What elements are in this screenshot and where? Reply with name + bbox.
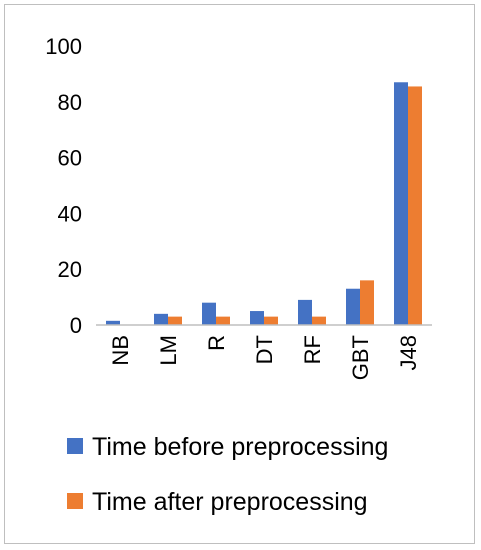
y-tick-label: 60 (58, 146, 82, 171)
x-tick-label: R (204, 335, 229, 351)
bars (106, 82, 422, 326)
bar (394, 82, 408, 326)
legend-label: Time before preprocessing (92, 433, 388, 461)
x-tick-label: LM (156, 335, 181, 366)
x-tick-label: GBT (348, 335, 373, 380)
bar (216, 316, 230, 325)
y-tick-label: 20 (58, 257, 82, 282)
legend-swatch (67, 493, 83, 509)
y-axis-tick-labels: 0 20 40 60 80 100 (45, 34, 82, 338)
legend-label: Time after preprocessing (92, 488, 368, 516)
y-tick-label: 100 (45, 34, 82, 59)
bar (360, 280, 374, 325)
bar (408, 86, 422, 325)
bar (264, 316, 278, 325)
bar (346, 288, 360, 325)
bar (168, 316, 182, 325)
x-tick-label: J48 (396, 335, 421, 370)
bar (298, 299, 312, 325)
legend: Time before preprocessing Time after prep… (67, 433, 388, 516)
y-tick-label: 0 (70, 313, 82, 338)
bar (312, 316, 326, 325)
bar (154, 313, 168, 325)
legend-swatch (67, 438, 83, 454)
bar (202, 302, 216, 325)
bar (250, 311, 264, 325)
bar (106, 320, 120, 325)
x-axis-tick-labels: NB LM R DT RF GBT J48 (108, 335, 421, 380)
y-tick-label: 40 (58, 201, 82, 226)
y-tick-label: 80 (58, 90, 82, 115)
x-tick-label: RF (300, 335, 325, 364)
x-tick-label: DT (252, 335, 277, 364)
x-tick-label: NB (108, 335, 133, 366)
